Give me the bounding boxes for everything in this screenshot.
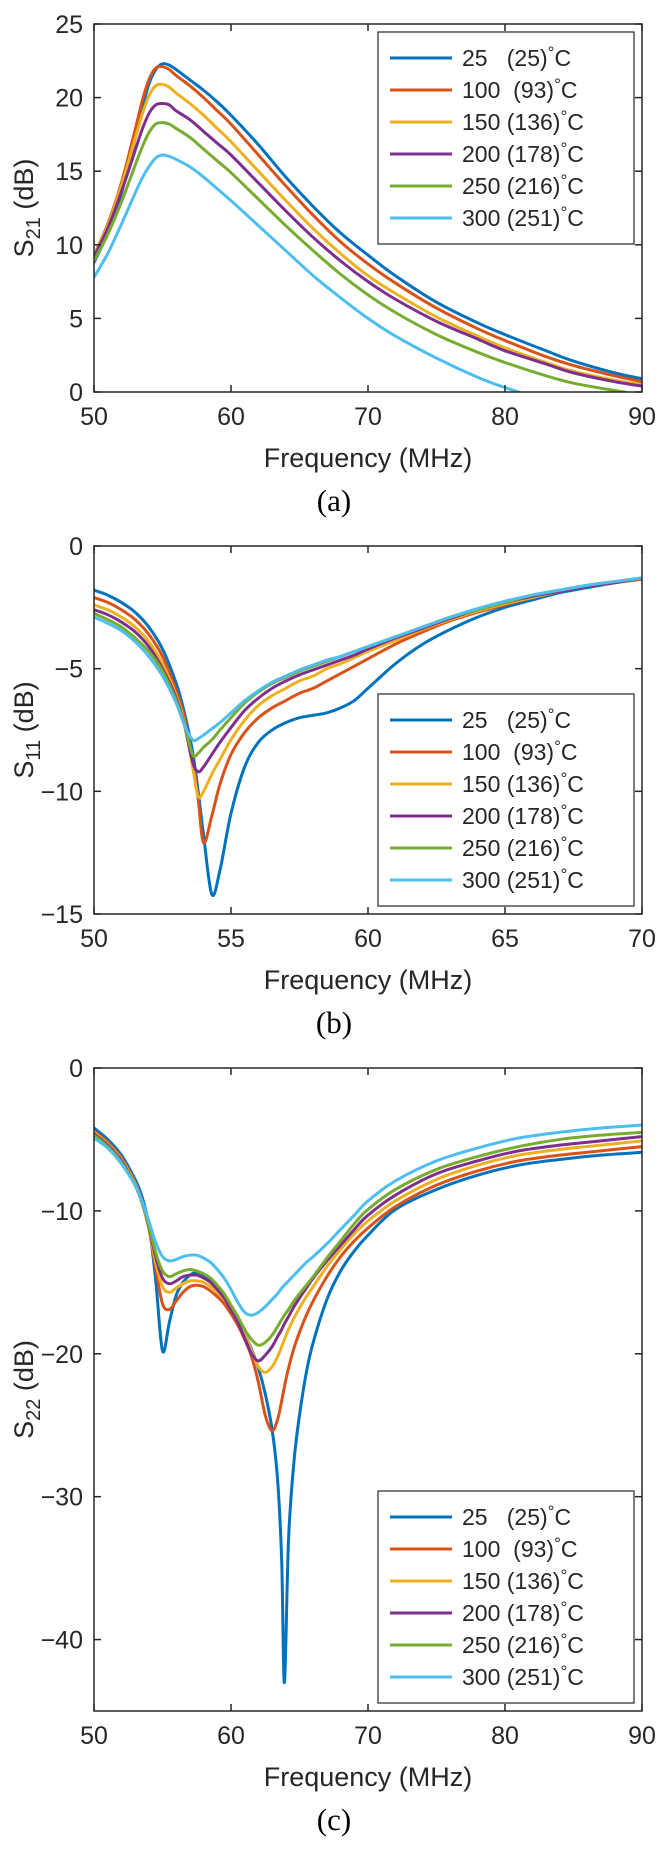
x-tick-label: 80 (491, 403, 519, 431)
series-group (94, 576, 642, 898)
panel-b: 50 55 60 65 70 0 −5 −10 −15 Frequency (MHz) S11 (d… (0, 532, 668, 1040)
series-group (94, 1123, 642, 1685)
legend-label: 100 (93)°C (462, 1534, 578, 1562)
legend-label: 100 (93)°C (462, 75, 578, 103)
chart-svg: 50 55 60 65 70 0 −5 −10 −15 Frequency (MHz) S11 (d… (9, 533, 656, 995)
y-tick-label: −20 (41, 1341, 83, 1369)
y-tick-label: −10 (41, 1198, 83, 1226)
caption-b: (b) (315, 1005, 353, 1041)
y-tick-label: −30 (41, 1484, 83, 1512)
series-line-150 (94, 1130, 642, 1375)
panel-a: 50 60 70 80 90 0 5 10 15 20 25 Frequency (MHz) S21 (… (0, 10, 668, 518)
x-axis-label: Frequency (MHz) (264, 965, 473, 995)
legend-label: 25 (25)°C (462, 705, 571, 733)
y-tick-label: 0 (69, 1055, 83, 1083)
series-line-25 (94, 1126, 642, 1685)
legend-label: 300 (251)°C (462, 1662, 584, 1690)
x-tick-label: 55 (217, 925, 245, 953)
series-group (94, 62, 642, 392)
chart-s11: 50 55 60 65 70 0 −5 −10 −15 Frequency (MHz) S11 (d… (0, 532, 668, 1002)
x-axis-label: Frequency (MHz) (264, 1762, 473, 1792)
legend-box (377, 1490, 635, 1704)
x-tick-label: 65 (491, 925, 519, 953)
legend-label: 250 (216)°C (462, 1630, 584, 1658)
x-tick-label: 60 (354, 925, 382, 953)
y-tick-label: 0 (69, 533, 83, 561)
series-line-25 (94, 577, 642, 898)
series-line-300 (94, 153, 524, 392)
x-tick-label: 60 (217, 403, 245, 431)
caption-a: (a) (316, 483, 352, 518)
series-line-250 (94, 1130, 642, 1347)
y-tick-label: 20 (55, 85, 83, 113)
legend-label: 150 (136)°C (462, 1566, 584, 1594)
y-tick-label: 5 (69, 305, 83, 333)
legend-label: 300 (251)°C (462, 865, 584, 893)
legend-box (377, 31, 635, 245)
legend-label: 250 (216)°C (462, 833, 584, 861)
series-line-200 (94, 101, 642, 388)
legend-label: 200 (178)°C (462, 139, 584, 167)
x-tick-label: 50 (80, 925, 108, 953)
y-axis-label: S22 (dB) (9, 1340, 45, 1439)
y-axis-label: S21 (dB) (9, 159, 45, 258)
legend: 25 (25)°C 100 (93)°C 150 (136)°C 200 (178)°… (377, 31, 635, 245)
legend-label: 150 (136)°C (462, 107, 584, 135)
y-tick-label: −40 (41, 1627, 83, 1655)
chart-s22: 50 60 70 80 90 0 −10 −20 −30 −40 Frequency (MHz) S2… (0, 1054, 668, 1799)
legend-label: 100 (93)°C (462, 737, 578, 765)
x-tick-label: 80 (491, 1722, 519, 1750)
legend-label: 25 (25)°C (462, 1502, 571, 1530)
series-line-100 (94, 1129, 642, 1433)
panel-c: 50 60 70 80 90 0 −10 −20 −30 −40 Frequency (MHz) S2… (0, 1054, 668, 1837)
y-tick-label: 0 (69, 379, 83, 407)
series-line-300 (94, 576, 642, 743)
figure-column: 50 60 70 80 90 0 5 10 15 20 25 Frequency (MHz) S21 (… (0, 10, 668, 1837)
x-tick-label: 70 (628, 925, 656, 953)
x-tick-label: 50 (80, 403, 108, 431)
series-line-25 (94, 62, 642, 381)
legend: 25 (25)°C 100 (93)°C 150 (136)°C 200 (178)°… (377, 693, 635, 907)
y-axis-label: S11 (dB) (9, 681, 45, 778)
chart-svg: 50 60 70 80 90 0 −10 −20 −30 −40 Frequency (MHz) S2… (9, 1055, 656, 1792)
legend: 25 (25)°C 100 (93)°C 150 (136)°C 200 (178)°… (377, 1490, 635, 1704)
y-tick-label: 15 (55, 158, 83, 186)
x-tick-label: 90 (628, 1722, 656, 1750)
legend-label: 200 (178)°C (462, 1598, 584, 1626)
x-axis-label: Frequency (MHz) (264, 443, 473, 473)
series-line-200 (94, 1132, 642, 1363)
series-line-150 (94, 82, 642, 387)
legend-label: 200 (178)°C (462, 801, 584, 829)
legend-label: 25 (25)°C (462, 43, 571, 71)
y-tick-label: 25 (55, 11, 83, 39)
y-tick-label: −10 (41, 778, 83, 806)
y-tick-label: −15 (41, 901, 83, 929)
x-tick-label: 60 (217, 1722, 245, 1750)
y-tick-label: −5 (54, 656, 83, 684)
chart-svg: 50 60 70 80 90 0 5 10 15 20 25 Frequency (MHz) S21 (… (9, 11, 656, 473)
legend-label: 250 (216)°C (462, 171, 584, 199)
y-tick-label: 10 (55, 232, 83, 260)
x-tick-label: 70 (354, 1722, 382, 1750)
series-line-300 (94, 1123, 642, 1317)
caption-c: (c) (316, 1802, 352, 1838)
chart-s21: 50 60 70 80 90 0 5 10 15 20 25 Frequency (MHz) S21 (… (0, 10, 668, 480)
legend-label: 150 (136)°C (462, 769, 584, 797)
legend-box (377, 693, 635, 907)
legend-label: 300 (251)°C (462, 203, 584, 231)
x-tick-label: 90 (628, 403, 656, 431)
x-tick-label: 50 (80, 1722, 108, 1750)
series-line-100 (94, 64, 642, 384)
x-tick-label: 70 (354, 403, 382, 431)
series-line-250 (94, 121, 633, 392)
